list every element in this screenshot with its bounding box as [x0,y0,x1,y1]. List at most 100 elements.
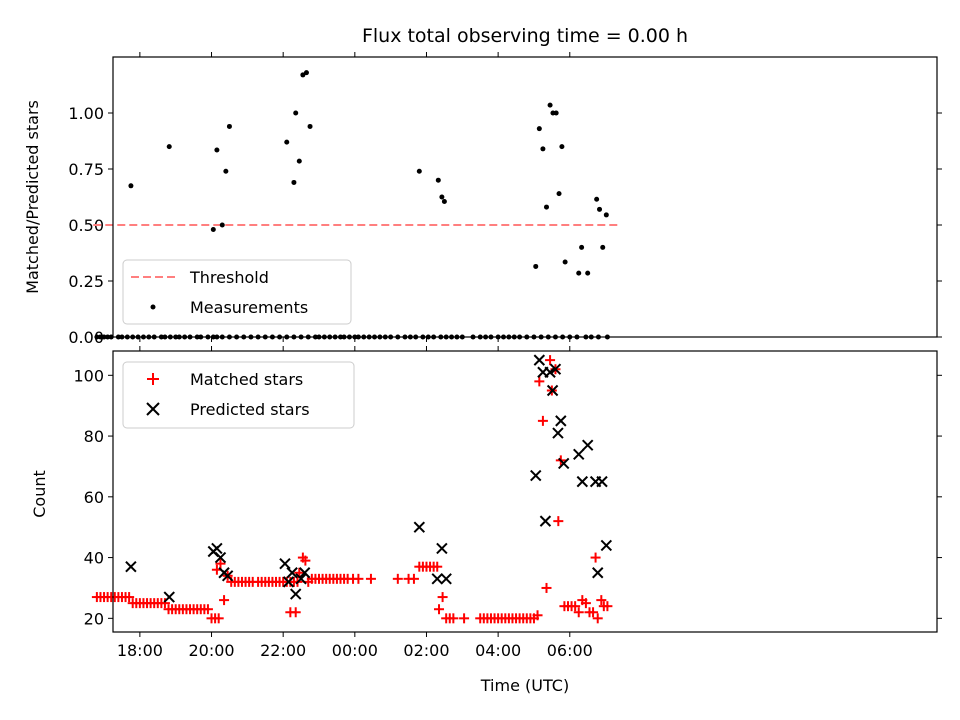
matched-stars-point [300,555,311,566]
matched-stars-point [573,607,584,618]
predicted-stars-point [544,366,556,378]
predicted-stars-point [592,567,604,579]
predicted-stars-point [600,539,613,552]
matched-stars-point [537,415,548,426]
matched-stars-point [213,613,224,624]
predicted-stars-point [573,448,585,460]
predicted-stars-point [581,439,594,451]
measurement-point [439,194,445,200]
bottom-ticks: 18:00 20:00 22:00 00:00 02:00 04:00 06:00 20 40 6… [73,346,942,660]
x-tick-label: 06:00 [547,641,593,660]
measurement-point [214,147,220,153]
matched-legend-swatch [147,373,159,385]
matched-stars-point [459,613,470,624]
top-legend-box [122,259,352,325]
top-ylabel: Matched/Predicted stars [23,100,42,294]
measurement-point [600,244,606,250]
measurement-point [300,72,306,78]
matched-legend-label: Matched stars [190,370,303,389]
matched-stars-point [534,376,545,387]
predicted-stars-point [211,542,223,555]
measurement-point [166,144,172,150]
matched-stars-point [290,607,301,618]
measurement-point [226,123,232,129]
matched-stars-point [602,601,613,612]
matched-stars-point [365,573,376,584]
measurement-point [594,196,600,202]
measurement-point [603,212,609,218]
y-tick-label: 0.00 [68,328,104,347]
matched-stars-point [592,613,603,624]
predicted-stars-point [282,576,295,588]
predicted-stars-point [290,588,302,600]
top-axes-frame [112,56,938,338]
measurement-point [219,222,225,228]
matched-stars-point [437,592,448,603]
matched-stars-point [215,558,226,569]
y-tick-label: 1.00 [68,104,104,123]
matched-stars-point [532,610,543,621]
y-tick-label: 0.75 [68,160,104,179]
predicted-stars-point [596,475,608,488]
matched-stars-point [580,598,591,609]
measurement-point [210,226,216,232]
x-tick-label: 22:00 [260,641,306,660]
bottom-ylabel: Count [30,470,49,518]
measurement-point [585,270,591,276]
bottom-marks [91,354,613,624]
predicted-stars-point [286,567,298,579]
bottom-legend: Matched stars Predicted stars [122,361,355,429]
bottom-legend-box [122,361,355,429]
x-tick-label: 20:00 [188,641,234,660]
measurement-point [416,168,422,174]
predicted-stars-point [555,415,567,427]
y-tick-label: 0.50 [68,216,104,235]
predicted-stars-point [546,384,559,397]
matched-stars-point [392,573,403,584]
matched-stars-point [124,592,135,603]
y-tick-label: 0.25 [68,272,104,291]
measurement-point [291,179,297,185]
top-ticks: 0.00 0.25 0.50 0.75 1.00 [68,52,942,347]
measurement-point [94,334,100,340]
predicted-stars-point [440,573,452,585]
measurement-point [105,334,111,340]
predicted-stars-point [163,591,175,603]
predicted-stars-point [539,515,552,527]
matched-stars-point [353,573,364,584]
bottom-axes-frame [112,350,938,633]
predicted-stars-point [576,475,589,488]
predicted-stars-point [552,427,564,439]
measurement-point [533,263,539,269]
predicted-stars-point [295,573,307,585]
measurement-point [435,177,441,183]
predicted-stars-point [221,570,234,582]
matched-stars-point [545,355,556,366]
measurement-point [223,168,229,174]
x-tick-label: 00:00 [332,641,378,660]
measurement-point [296,158,302,164]
matched-stars-point [570,601,581,612]
matched-stars-point [590,552,601,563]
predicted-stars-point [125,560,137,573]
matched-stars-point [541,582,552,593]
predicted-stars-point [431,573,443,585]
measurement-point [128,183,134,189]
measurement-point [559,144,565,150]
predicted-stars-point [214,551,227,564]
measurement-point [303,70,309,76]
predicted-stars-point [413,521,426,533]
predicted-stars-point [279,557,291,570]
predicted-stars-point [530,469,542,482]
y-tick-label: 20 [84,609,104,628]
measurement-point [441,198,447,204]
predicted-stars-point [436,542,448,555]
predicted-stars-point [533,354,546,366]
matched-stars-point [202,604,213,615]
measurement-point [543,204,549,210]
x-tick-label: 18:00 [117,641,163,660]
measurement-point [579,244,585,250]
threshold-legend-label: Threshold [189,268,269,287]
bottom-panel: Count Time (UTC) 18:00 20:00 22:00 00:00 02:… [30,346,942,695]
